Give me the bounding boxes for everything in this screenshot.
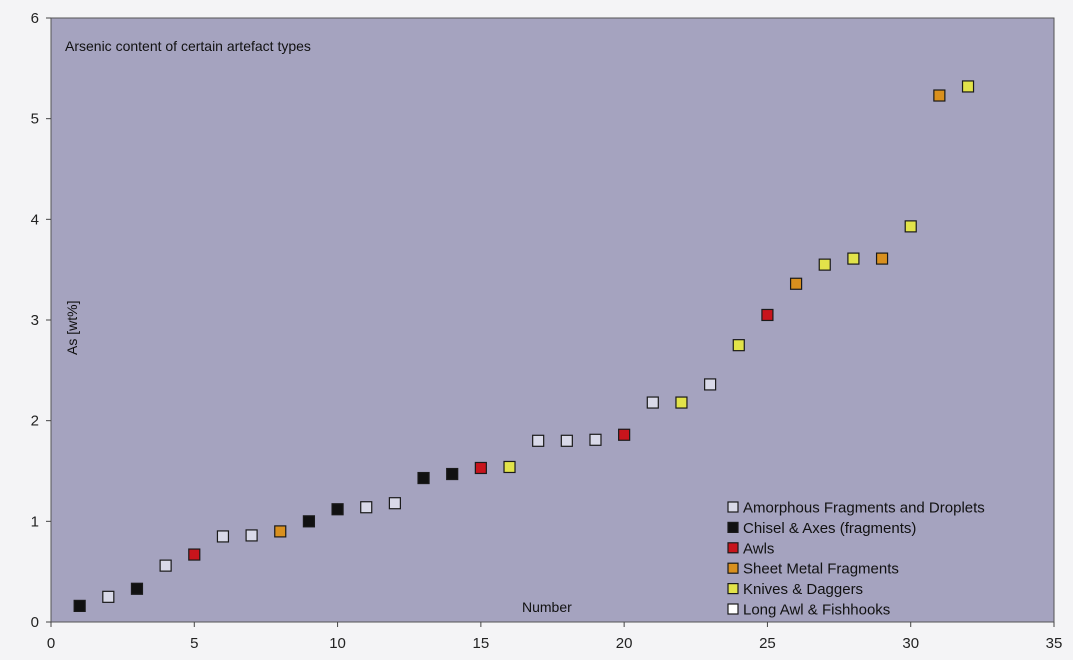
data-point xyxy=(503,460,516,474)
legend-label: Awls xyxy=(743,540,774,557)
data-point xyxy=(732,339,745,352)
y-axis-label: As [wt%] xyxy=(64,301,80,355)
data-point xyxy=(560,434,573,447)
data-point xyxy=(388,497,401,510)
data-point xyxy=(847,252,860,265)
data-points xyxy=(73,80,975,612)
x-tick-label: 10 xyxy=(329,635,346,652)
data-point xyxy=(360,501,373,514)
plot-area xyxy=(50,17,1055,623)
legend-label: Amorphous Fragments and Droplets xyxy=(743,500,985,517)
legend-label: Sheet Metal Fragments xyxy=(743,561,899,578)
data-point xyxy=(245,529,258,542)
y-tick-label: 0 xyxy=(31,614,39,631)
y-tick-label: 3 xyxy=(31,312,39,329)
x-tick-label: 30 xyxy=(902,635,919,652)
data-point xyxy=(102,590,115,603)
data-point xyxy=(646,396,659,409)
data-point xyxy=(159,559,172,572)
data-point xyxy=(216,530,230,543)
x-tick-label: 35 xyxy=(1046,635,1063,652)
y-tick-label: 4 xyxy=(31,211,39,228)
y-tick-label: 1 xyxy=(31,513,39,530)
data-point xyxy=(961,80,975,93)
legend-swatch xyxy=(727,542,739,554)
data-point xyxy=(532,434,545,447)
data-point xyxy=(474,461,487,475)
data-point xyxy=(818,258,831,271)
data-point xyxy=(761,308,774,322)
legend-swatch xyxy=(727,562,739,574)
legend-swatch xyxy=(727,582,739,595)
data-point xyxy=(130,582,144,595)
data-point xyxy=(933,89,946,102)
legend-label: Long Awl & Fishhooks xyxy=(743,602,890,619)
data-point xyxy=(675,396,688,409)
data-point xyxy=(704,378,717,391)
x-tick-label: 25 xyxy=(759,635,776,652)
y-tick-label: 2 xyxy=(31,413,39,430)
data-point xyxy=(417,471,430,485)
x-tick-label: 15 xyxy=(473,635,490,652)
legend-swatch xyxy=(727,501,739,513)
legend-label: Knives & Daggers xyxy=(743,581,863,598)
legend-swatch xyxy=(727,603,739,615)
axes: 0 5 10 15 20 25 30 35 0 1 2 3 4 5 6 xyxy=(31,10,1063,652)
data-point xyxy=(446,467,459,481)
data-point xyxy=(904,220,917,233)
y-tick-label: 6 xyxy=(31,10,39,27)
x-tick-label: 20 xyxy=(616,635,633,652)
x-tick-label: 5 xyxy=(190,635,198,652)
legend-swatch xyxy=(727,521,739,534)
legend: Amorphous Fragments and Droplets Chisel &… xyxy=(727,500,985,619)
data-point xyxy=(188,548,201,561)
data-point xyxy=(789,277,803,290)
data-point xyxy=(73,599,86,612)
data-point xyxy=(331,503,344,516)
data-point xyxy=(302,515,316,528)
y-tick-label: 5 xyxy=(31,111,39,128)
legend-label: Chisel & Axes (fragments) xyxy=(743,520,916,537)
x-axis-label: Number xyxy=(522,599,572,615)
x-tick-label: 0 xyxy=(47,635,55,652)
chart-title: Arsenic content of certain artefact type… xyxy=(65,38,311,54)
data-point xyxy=(589,433,602,446)
data-point xyxy=(875,252,889,265)
data-point xyxy=(274,525,287,538)
data-point xyxy=(618,428,631,441)
